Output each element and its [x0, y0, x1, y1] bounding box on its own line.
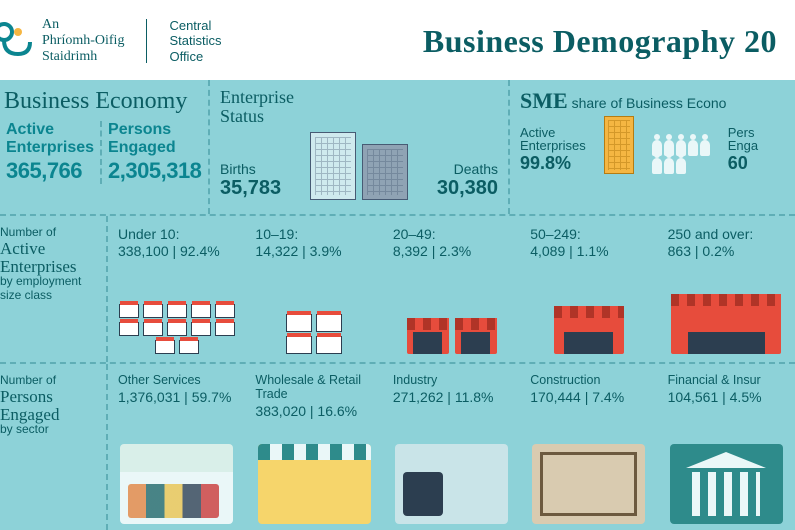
cso-logo-block: An Phríomh-Oifig Staidrimh Central Stati… — [0, 17, 221, 65]
size-class-label-cell: Number of Active Enterprises by employme… — [0, 216, 108, 362]
sector-label-cell: Number of Persons Engaged by sector — [0, 364, 108, 530]
size-class-value: 4,089 | 1.1% — [530, 243, 649, 259]
size-class-cell: Under 10:338,100 | 92.4% — [108, 216, 245, 362]
size-class-value: 338,100 | 92.4% — [118, 243, 237, 259]
size-class-icon — [253, 282, 374, 354]
sector-cell: Financial & Insur104,561 | 4.5% — [658, 364, 795, 530]
org-ga-1: An — [42, 17, 124, 33]
size-class-icon — [391, 282, 512, 354]
sector-value: 170,444 | 7.4% — [530, 389, 649, 405]
org-ga-2: Phríomh-Oifig — [42, 33, 124, 49]
org-en-2: Statistics — [169, 33, 221, 49]
sector-title: Industry — [393, 374, 512, 388]
active-enterprises-col: Active Enterprises 365,766 — [0, 121, 100, 184]
persons-engaged-label: Persons Engaged — [108, 121, 201, 156]
header: An Phríomh-Oifig Staidrimh Central Stati… — [0, 0, 795, 80]
org-name-irish: An Phríomh-Oifig Staidrimh — [42, 17, 124, 65]
row-sectors: Number of Persons Engaged by sector Othe… — [0, 364, 795, 530]
sme-building-icon — [604, 116, 634, 174]
sector-value: 271,262 | 11.8% — [393, 389, 512, 405]
row-size-classes: Number of Active Enterprises by employme… — [0, 216, 795, 364]
size-class-cell: 10–19:14,322 | 3.9% — [245, 216, 382, 362]
sector-icon — [526, 430, 651, 524]
enterprise-status-title: Enterprise Status — [220, 88, 498, 126]
deaths-value: 30,380 — [437, 177, 498, 200]
org-ga-3: Staidrimh — [42, 49, 124, 65]
size-class-head: 20–49: — [393, 226, 512, 242]
deaths-label: Deaths — [437, 161, 498, 177]
business-economy-block: Business Economy Active Enterprises 365,… — [0, 80, 210, 214]
sector-title: Construction — [530, 374, 649, 388]
sector-cell: Industry271,262 | 11.8% — [383, 364, 520, 530]
size-class-value: 14,322 | 3.9% — [255, 243, 374, 259]
size-class-cells: Under 10:338,100 | 92.4%10–19:14,322 | 3… — [108, 216, 795, 362]
sector-title: Financial & Insur — [668, 374, 787, 388]
births-label: Births — [220, 161, 281, 177]
sector-value: 383,020 | 16.6% — [255, 403, 374, 419]
size-class-cell: 20–49:8,392 | 2.3% — [383, 216, 520, 362]
size-class-cell: 250 and over:863 | 0.2% — [658, 216, 795, 362]
org-en-3: Office — [169, 49, 221, 65]
org-en-1: Central — [169, 18, 221, 34]
sector-icon — [251, 430, 376, 524]
org-name-english: Central Statistics Office — [169, 18, 221, 65]
births-value: 35,783 — [220, 177, 281, 200]
page-title: Business Demography 20 — [423, 23, 777, 60]
sme-persons-value: 60 — [728, 153, 758, 174]
size-class-cell: 50–249:4,089 | 1.1% — [520, 216, 657, 362]
sme-active-value: 99.8% — [520, 153, 586, 174]
size-class-value: 8,392 | 2.3% — [393, 243, 512, 259]
sector-title: Wholesale & Retail Trade — [255, 374, 374, 402]
infographic-page: An Phríomh-Oifig Staidrimh Central Stati… — [0, 0, 795, 530]
cso-logo-icon — [0, 20, 32, 62]
sector-cell: Other Services1,376,031 | 59.7% — [108, 364, 245, 530]
infographic-body: Business Economy Active Enterprises 365,… — [0, 80, 795, 530]
sector-value: 1,376,031 | 59.7% — [118, 389, 237, 405]
size-class-icon — [116, 282, 237, 354]
size-class-head: 10–19: — [255, 226, 374, 242]
size-class-head: 250 and over: — [668, 226, 787, 242]
sme-title: SME share of Business Econo — [520, 88, 789, 114]
deaths-block: Deaths 30,380 — [437, 161, 498, 200]
sector-cell: Wholesale & Retail Trade383,020 | 16.6% — [245, 364, 382, 530]
people-icon — [652, 140, 710, 174]
births-block: Births 35,783 — [220, 161, 281, 200]
active-enterprises-label: Active Enterprises — [6, 121, 94, 156]
building-icon — [310, 132, 356, 200]
sme-active-col: Active Enterprises 99.8% — [520, 126, 586, 174]
size-class-value: 863 | 0.2% — [668, 243, 787, 259]
business-economy-title: Business Economy — [0, 88, 204, 115]
size-class-head: 50–249: — [530, 226, 649, 242]
sector-icon — [664, 430, 789, 524]
row-top-summary: Business Economy Active Enterprises 365,… — [0, 80, 795, 216]
enterprise-status-block: Enterprise Status Births 35,783 Deaths 3… — [210, 80, 510, 214]
sector-title: Other Services — [118, 374, 237, 388]
active-enterprises-value: 365,766 — [6, 158, 94, 184]
size-class-icon — [666, 282, 787, 354]
sector-cells: Other Services1,376,031 | 59.7%Wholesale… — [108, 364, 795, 530]
sector-icon — [389, 430, 514, 524]
buildings-icon — [310, 132, 408, 200]
sector-value: 104,561 | 4.5% — [668, 389, 787, 405]
sector-icon — [114, 430, 239, 524]
persons-engaged-col: Persons Engaged 2,305,318 — [100, 121, 207, 184]
logo-divider — [146, 19, 147, 63]
size-class-head: Under 10: — [118, 226, 237, 242]
sme-block: SME share of Business Econo Active Enter… — [510, 80, 795, 214]
sector-cell: Construction170,444 | 7.4% — [520, 364, 657, 530]
persons-engaged-value: 2,305,318 — [108, 158, 201, 184]
size-class-icon — [528, 282, 649, 354]
sme-persons-col: Pers Enga 60 — [728, 126, 758, 174]
building-icon — [362, 144, 408, 200]
